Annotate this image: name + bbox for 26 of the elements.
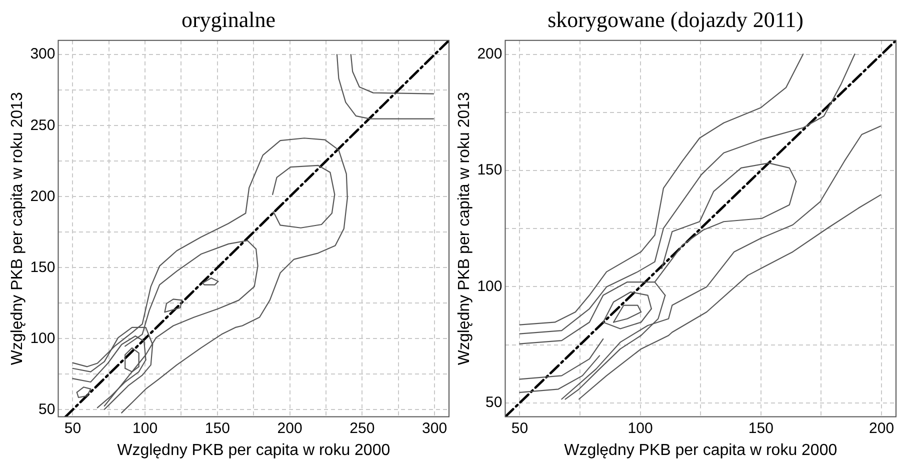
- x-tick-label: 200: [869, 420, 894, 437]
- x-axis-title: Względny PKB per capita w roku 2000: [117, 442, 390, 459]
- x-tick-label: 100: [628, 420, 653, 437]
- y-tick-label: 50: [486, 394, 502, 411]
- x-tick-label: 50: [511, 420, 528, 437]
- x-tick-label: 250: [350, 420, 375, 437]
- x-tick-label: 300: [422, 420, 448, 437]
- x-tick-label: 100: [132, 420, 158, 437]
- y-tick-label: 150: [30, 258, 56, 276]
- x-tick-label: 50: [64, 420, 82, 437]
- y-tick-label: 100: [477, 278, 502, 295]
- y-tick-label: 200: [30, 188, 56, 205]
- x-axis-title: Względny PKB per capita w roku 2000: [564, 442, 838, 459]
- y-tick-label: 50: [38, 400, 56, 418]
- chart-title: skorygowane (dojazdy 2011): [548, 6, 804, 32]
- y-axis-title: Względny PKB per capita w roku 2013: [456, 92, 474, 366]
- y-tick-label: 300: [30, 46, 56, 63]
- y-tick-label: 150: [477, 162, 502, 179]
- y-tick-label: 100: [30, 330, 56, 347]
- x-tick-label: 150: [204, 420, 230, 437]
- x-tick-label: 150: [748, 420, 774, 437]
- y-tick-label: 200: [477, 45, 502, 62]
- chart-title: oryginalne: [181, 6, 276, 32]
- y-axis-title: Względny PKB per capita w roku 2013: [9, 92, 26, 366]
- x-tick-label: 200: [277, 420, 302, 437]
- y-tick-label: 250: [30, 116, 56, 134]
